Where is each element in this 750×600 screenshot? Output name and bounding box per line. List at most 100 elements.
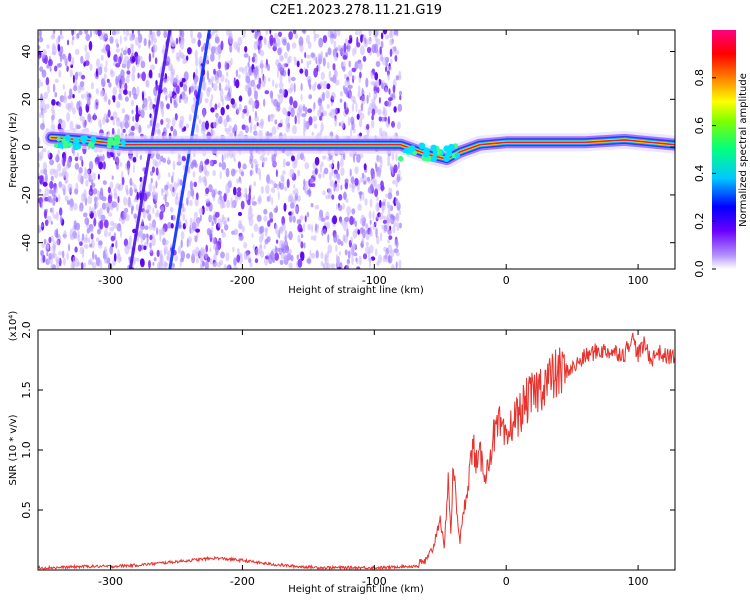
- noise-blob: [387, 244, 393, 254]
- noise-blob: [116, 223, 122, 232]
- noise-blob: [57, 162, 62, 172]
- noise-blob: [191, 37, 197, 44]
- noise-blob: [398, 90, 403, 96]
- signal-dot: [418, 142, 426, 150]
- noise-blob: [322, 170, 325, 179]
- noise-blob: [139, 55, 143, 63]
- noise-blob: [151, 191, 154, 196]
- noise-blob: [194, 49, 198, 60]
- noise-blob: [259, 41, 263, 49]
- noise-blob: [143, 38, 147, 47]
- noise-blob: [373, 43, 379, 54]
- noise-blob: [67, 158, 72, 168]
- noise-blob: [168, 172, 171, 178]
- noise-blob: [135, 55, 138, 65]
- noise-blob: [344, 178, 349, 183]
- noise-blob: [259, 243, 263, 249]
- noise-blob: [354, 177, 359, 186]
- noise-blob: [370, 72, 374, 80]
- noise-blob: [362, 253, 368, 260]
- noise-blob: [148, 101, 154, 111]
- noise-blob: [88, 174, 91, 181]
- noise-blob: [384, 66, 388, 72]
- noise-blob: [247, 199, 251, 206]
- noise-blob: [277, 47, 282, 56]
- noise-blob: [169, 206, 174, 213]
- noise-blob: [49, 66, 52, 72]
- noise-blob: [238, 223, 243, 230]
- noise-blob: [292, 215, 296, 223]
- noise-blob: [63, 230, 67, 240]
- noise-blob: [275, 205, 279, 213]
- noise-blob: [340, 167, 345, 177]
- noise-blob: [317, 60, 320, 71]
- noise-blob: [230, 203, 234, 209]
- noise-blob: [120, 47, 124, 53]
- noise-blob: [329, 171, 332, 182]
- noise-blob: [253, 181, 256, 187]
- noise-blob: [83, 244, 89, 249]
- noise-blob: [366, 176, 371, 182]
- noise-blob: [93, 217, 97, 227]
- noise-blob: [319, 115, 322, 121]
- noise-blob: [54, 91, 58, 98]
- noise-blob: [323, 167, 329, 175]
- noise-blob: [370, 119, 375, 129]
- signal-dot: [64, 134, 71, 142]
- noise-blob: [148, 53, 152, 63]
- noise-blob: [221, 231, 226, 238]
- noise-blob: [59, 207, 63, 216]
- noise-blob: [229, 117, 232, 122]
- noise-blob: [281, 63, 286, 69]
- noise-blob: [385, 193, 390, 198]
- noise-blob: [395, 199, 400, 207]
- noise-blob: [202, 108, 206, 118]
- noise-blob: [103, 44, 107, 54]
- noise-blob: [69, 234, 75, 241]
- noise-blob: [375, 30, 380, 36]
- noise-blob: [112, 95, 116, 103]
- noise-blob: [320, 252, 324, 259]
- noise-blob: [80, 93, 86, 99]
- noise-blob: [71, 39, 74, 46]
- noise-blob: [254, 116, 259, 122]
- noise-blob: [382, 215, 386, 220]
- noise-blob: [187, 239, 192, 247]
- noise-blob: [325, 194, 330, 200]
- noise-blob: [379, 199, 382, 208]
- noise-blob: [251, 232, 254, 239]
- noise-blob: [150, 98, 152, 105]
- noise-blob: [148, 38, 151, 49]
- noise-blob: [184, 218, 188, 228]
- noise-blob: [92, 172, 96, 181]
- noise-blob: [391, 264, 395, 269]
- noise-blob: [194, 89, 198, 97]
- noise-blob: [142, 91, 144, 102]
- noise-blob: [300, 251, 305, 261]
- noise-blob: [356, 153, 361, 163]
- noise-blob: [335, 203, 338, 210]
- noise-blob: [326, 83, 331, 90]
- noise-blob: [257, 31, 260, 39]
- noise-blob: [68, 243, 70, 252]
- noise-blob: [58, 118, 63, 124]
- noise-blob: [172, 160, 176, 171]
- noise-blob: [271, 99, 274, 105]
- noise-blob: [53, 245, 56, 256]
- noise-blob: [215, 117, 220, 126]
- noise-blob: [257, 197, 262, 205]
- noise-blob: [248, 55, 251, 63]
- noise-blob: [188, 87, 191, 95]
- noise-blob: [213, 68, 216, 75]
- noise-blob: [359, 227, 364, 235]
- noise-blob: [198, 119, 202, 124]
- noise-blob: [67, 183, 73, 193]
- noise-blob: [291, 155, 295, 162]
- noise-blob: [296, 60, 300, 68]
- noise-blob: [179, 40, 182, 48]
- noise-blob: [155, 180, 158, 189]
- signal-dot: [443, 155, 450, 162]
- noise-blob: [361, 95, 366, 105]
- noise-blob: [372, 81, 376, 88]
- noise-blob: [103, 113, 108, 121]
